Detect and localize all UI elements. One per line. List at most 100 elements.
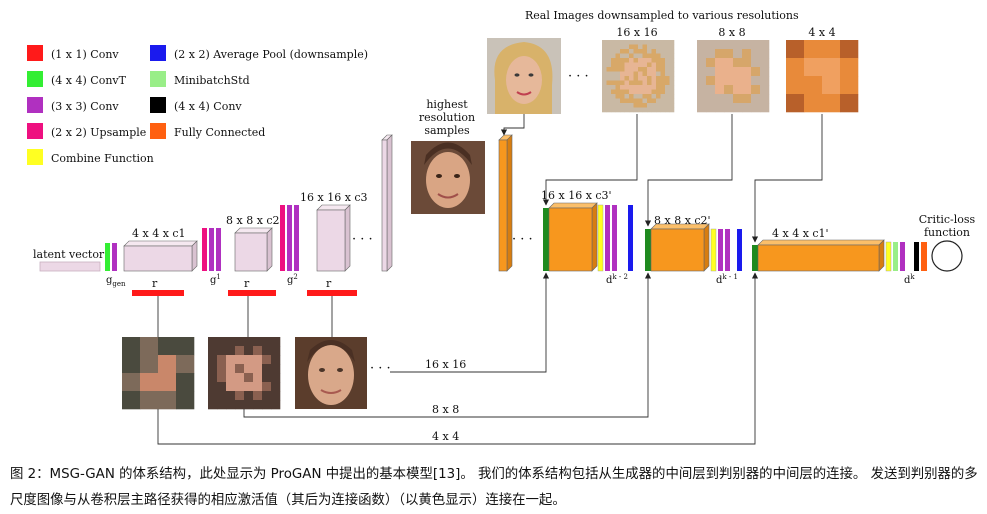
mosaic-pixel [208, 364, 218, 374]
mosaic-pixel [669, 67, 675, 72]
mosaic-pixel [786, 94, 805, 113]
mosaic-pixel [624, 58, 630, 63]
legend-swatch-minibatchstd [150, 71, 166, 87]
mosaic-pixel [629, 44, 634, 50]
legend-swatch-1x1-conv [27, 45, 43, 61]
gen-r3-bar [307, 290, 357, 296]
connections [157, 114, 823, 445]
mosaic-pixel [651, 67, 657, 72]
mosaic-pixel [615, 98, 621, 104]
gen-block-16x16 [316, 204, 351, 272]
mosaic-pixel [235, 364, 245, 374]
figure-caption: 图 2：MSG-GAN 的体系结构，此处显示为 ProGAN 中提出的基本模型[… [10, 467, 978, 508]
mosaic-pixel [786, 58, 805, 77]
mosaic-pixel [822, 94, 841, 113]
mosaic-pixel [642, 44, 648, 50]
gen-dots: · · · [352, 232, 373, 247]
mosaic-pixel [629, 89, 634, 95]
mosaic-pixel [647, 103, 652, 108]
mosaic-pixel [697, 40, 707, 50]
latent-vector-bar [39, 261, 101, 272]
mosaic-pixel [642, 67, 648, 72]
g2-upsample-layer [280, 205, 285, 271]
mosaic-pixel [244, 346, 254, 356]
mosaic-pixel [158, 337, 177, 356]
mosaic-pixel [262, 364, 272, 374]
mosaic-pixel [651, 98, 657, 104]
disc-block3-combine-layer [752, 245, 758, 271]
mosaic-pixel [642, 58, 648, 63]
mosaic-pixel [647, 71, 652, 77]
mosaic-pixel [633, 80, 639, 86]
d3-fc-layer [921, 242, 927, 271]
mosaic-pixel [656, 58, 661, 63]
mosaic-pixel [638, 85, 643, 90]
mosaic-pixel [158, 391, 177, 410]
mosaic-pixel [217, 400, 227, 410]
mosaic-pixel [208, 400, 218, 410]
highest-res-label-line3: samples [424, 124, 470, 137]
g-gen-label: ggen [106, 275, 126, 288]
mosaic-pixel [706, 85, 716, 95]
mosaic-pixel [651, 103, 657, 108]
mosaic-pixel [751, 94, 761, 104]
mosaic-pixel [629, 107, 634, 113]
mosaic-pixel [656, 71, 661, 77]
disc-block1-combine-layer [543, 208, 549, 271]
mosaic-pixel [235, 400, 245, 410]
mosaic-pixel [651, 58, 657, 63]
mosaic-pixel [624, 53, 630, 59]
mosaic-pixel [633, 49, 639, 54]
mosaic-pixel [244, 337, 254, 347]
real-4-to-disc-line [751, 114, 823, 243]
mosaic-pixel [633, 44, 639, 50]
mosaic-pixel [271, 382, 281, 392]
mosaic-pixel [638, 49, 643, 54]
mosaic-pixel [786, 40, 805, 59]
mosaic-pixel [633, 94, 639, 99]
mosaic-pixel [633, 71, 639, 77]
mosaic-pixel [217, 346, 227, 356]
d3-4x4-conv-layer [914, 242, 919, 271]
mosaic-pixel [633, 85, 639, 90]
mosaic-pixel [742, 40, 752, 50]
critic-loss-label-line1: Critic-loss [919, 213, 976, 226]
mosaic-pixel [760, 40, 770, 50]
legend-swatch-convt [27, 71, 43, 87]
mosaic-pixel [122, 391, 141, 410]
mosaic-pixel [633, 40, 639, 45]
legend-swatch-4x4-conv [150, 97, 166, 113]
mosaic-pixel [253, 382, 263, 392]
gen-output-8x8-image [208, 337, 281, 410]
d2-label: dk - 1 [716, 273, 738, 286]
mosaic-pixel [647, 89, 652, 95]
mosaic-pixel [642, 103, 648, 108]
mosaic-pixel [706, 58, 716, 68]
mosaic-pixel [235, 391, 245, 401]
discriminator: · · · 16 x 16 x c3' dk - 2 8 x 8 x c2' d… [498, 134, 976, 286]
mosaic-pixel [226, 373, 236, 383]
mosaic-pixel [271, 400, 281, 410]
mosaic-pixel [656, 107, 661, 113]
mosaic-pixel [760, 76, 770, 86]
mosaic-pixel [742, 85, 752, 95]
mosaic-pixel [611, 62, 616, 68]
mosaic-pixel [262, 346, 272, 356]
mosaic-pixel [715, 40, 725, 50]
mosaic-pixel [638, 71, 643, 77]
mosaic-pixel [253, 391, 263, 401]
mosaic-pixel [742, 67, 752, 77]
mosaic-pixel [660, 71, 666, 77]
legend-label-upsample: (2 x 2) Upsample [51, 126, 146, 139]
mosaic-pixel [615, 76, 621, 81]
d3-conv-layer [900, 242, 905, 271]
connection-8-line [243, 272, 652, 418]
mosaic-pixel [629, 98, 634, 104]
mosaic-pixel [665, 44, 670, 50]
mosaic-pixel [651, 85, 657, 90]
mosaic-pixel [624, 103, 630, 108]
gen-r2-bar [228, 290, 276, 296]
mosaic-pixel [217, 355, 227, 365]
mosaic-pixel [611, 89, 616, 95]
mosaic-pixel [244, 391, 254, 401]
